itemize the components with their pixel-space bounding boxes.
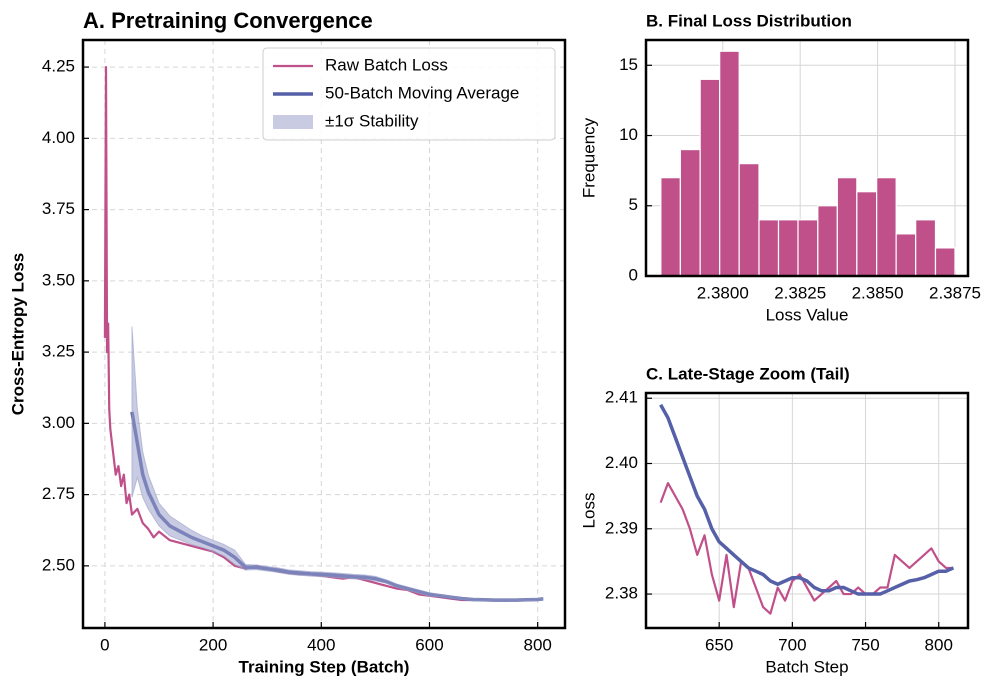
plot-area bbox=[660, 50, 956, 276]
x-tick-label: 2.3850 bbox=[852, 283, 904, 302]
x-tick-label: 650 bbox=[705, 635, 733, 654]
x-tick-label: 200 bbox=[199, 635, 227, 654]
chart-title: B. Final Loss Distribution bbox=[646, 11, 852, 30]
histogram-bar bbox=[660, 177, 681, 276]
histogram-bar bbox=[934, 247, 956, 276]
histogram-bar bbox=[777, 219, 799, 276]
histogram-bar bbox=[915, 219, 937, 276]
axes-frame bbox=[644, 391, 970, 630]
histogram-bar bbox=[797, 219, 819, 276]
histogram-bar bbox=[817, 205, 838, 276]
histogram-bar bbox=[719, 50, 740, 276]
series-line bbox=[659, 403, 955, 596]
x-tick-label: 400 bbox=[307, 635, 335, 654]
x-tick-label: 750 bbox=[851, 635, 879, 654]
legend-swatch bbox=[273, 115, 313, 129]
x-tick-label: 600 bbox=[415, 635, 443, 654]
histogram-bar bbox=[836, 177, 858, 276]
y-tick-label: 3.25 bbox=[42, 342, 75, 361]
x-tick-label: 0 bbox=[100, 635, 109, 654]
chart-title: C. Late-Stage Zoom (Tail) bbox=[646, 364, 850, 383]
y-axis-label: Cross-Entropy Loss bbox=[8, 253, 27, 415]
histogram-bar bbox=[758, 219, 780, 276]
y-tick-label: 5 bbox=[629, 195, 638, 214]
y-tick-label: 2.38 bbox=[605, 584, 638, 603]
legend-box bbox=[262, 47, 556, 141]
y-tick-label: 3.75 bbox=[42, 199, 75, 218]
y-tick-label: 15 bbox=[619, 55, 638, 74]
histogram-bar bbox=[699, 78, 721, 276]
x-tick-label: 2.3825 bbox=[774, 283, 826, 302]
histogram-bar bbox=[679, 148, 701, 276]
y-tick-label: 2.50 bbox=[42, 555, 75, 574]
legend-label: 50-Batch Moving Average bbox=[325, 83, 519, 102]
axes-frame bbox=[81, 38, 567, 630]
plot-area bbox=[659, 403, 955, 615]
x-axis-label: Training Step (Batch) bbox=[239, 657, 410, 676]
plot-area bbox=[103, 65, 544, 602]
y-tick-label: 2.75 bbox=[42, 484, 75, 503]
legend-label: Raw Batch Loss bbox=[325, 55, 448, 74]
y-tick-label: 2.40 bbox=[605, 453, 638, 472]
y-tick-label: 4.00 bbox=[42, 128, 75, 147]
y-axis-label: Loss bbox=[579, 493, 598, 529]
y-tick-label: 10 bbox=[619, 125, 638, 144]
x-axis-label: Batch Step bbox=[765, 657, 848, 676]
y-tick-label: 2.41 bbox=[605, 388, 638, 407]
y-tick-label: 4.25 bbox=[42, 57, 75, 76]
x-tick-label: 800 bbox=[925, 635, 953, 654]
y-axis-label: Frequency bbox=[579, 117, 598, 198]
histogram-bar bbox=[856, 191, 878, 276]
x-tick-label: 2.3800 bbox=[697, 283, 749, 302]
y-tick-label: 3.00 bbox=[42, 413, 75, 432]
series-line bbox=[659, 481, 954, 615]
x-tick-label: 2.3875 bbox=[929, 283, 981, 302]
histogram-bar bbox=[876, 177, 897, 276]
axes-frame bbox=[644, 38, 970, 278]
y-tick-label: 2.39 bbox=[605, 518, 638, 537]
chart-title: A. Pretraining Convergence bbox=[83, 8, 373, 33]
y-tick-label: 0 bbox=[629, 265, 638, 284]
histogram-bar bbox=[738, 163, 760, 276]
stability-band bbox=[131, 326, 544, 602]
legend-label: ±1σ Stability bbox=[325, 111, 419, 130]
x-axis-label: Loss Value bbox=[766, 305, 849, 324]
y-tick-label: 3.50 bbox=[42, 270, 75, 289]
series-line bbox=[130, 411, 544, 602]
histogram-bar bbox=[895, 233, 917, 276]
x-tick-label: 700 bbox=[778, 635, 806, 654]
x-tick-label: 800 bbox=[523, 635, 551, 654]
